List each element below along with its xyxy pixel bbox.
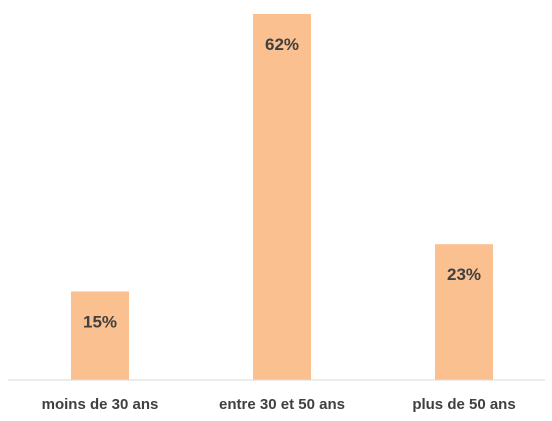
category-label-1: moins de 30 ans xyxy=(42,396,159,413)
category-label-3: plus de 50 ans xyxy=(412,396,515,413)
bars-layer xyxy=(71,14,493,380)
bar-3 xyxy=(435,244,493,380)
bar-2 xyxy=(253,14,311,380)
data-label-3: 23% xyxy=(447,265,481,284)
bar-1 xyxy=(71,291,129,380)
labels-layer: 15% moins de 30 ans 62% entre 30 et 50 ans 2… xyxy=(42,35,516,413)
data-label-1: 15% xyxy=(83,312,117,331)
category-label-2: entre 30 et 50 ans xyxy=(219,396,345,413)
data-label-2: 62% xyxy=(265,35,299,54)
